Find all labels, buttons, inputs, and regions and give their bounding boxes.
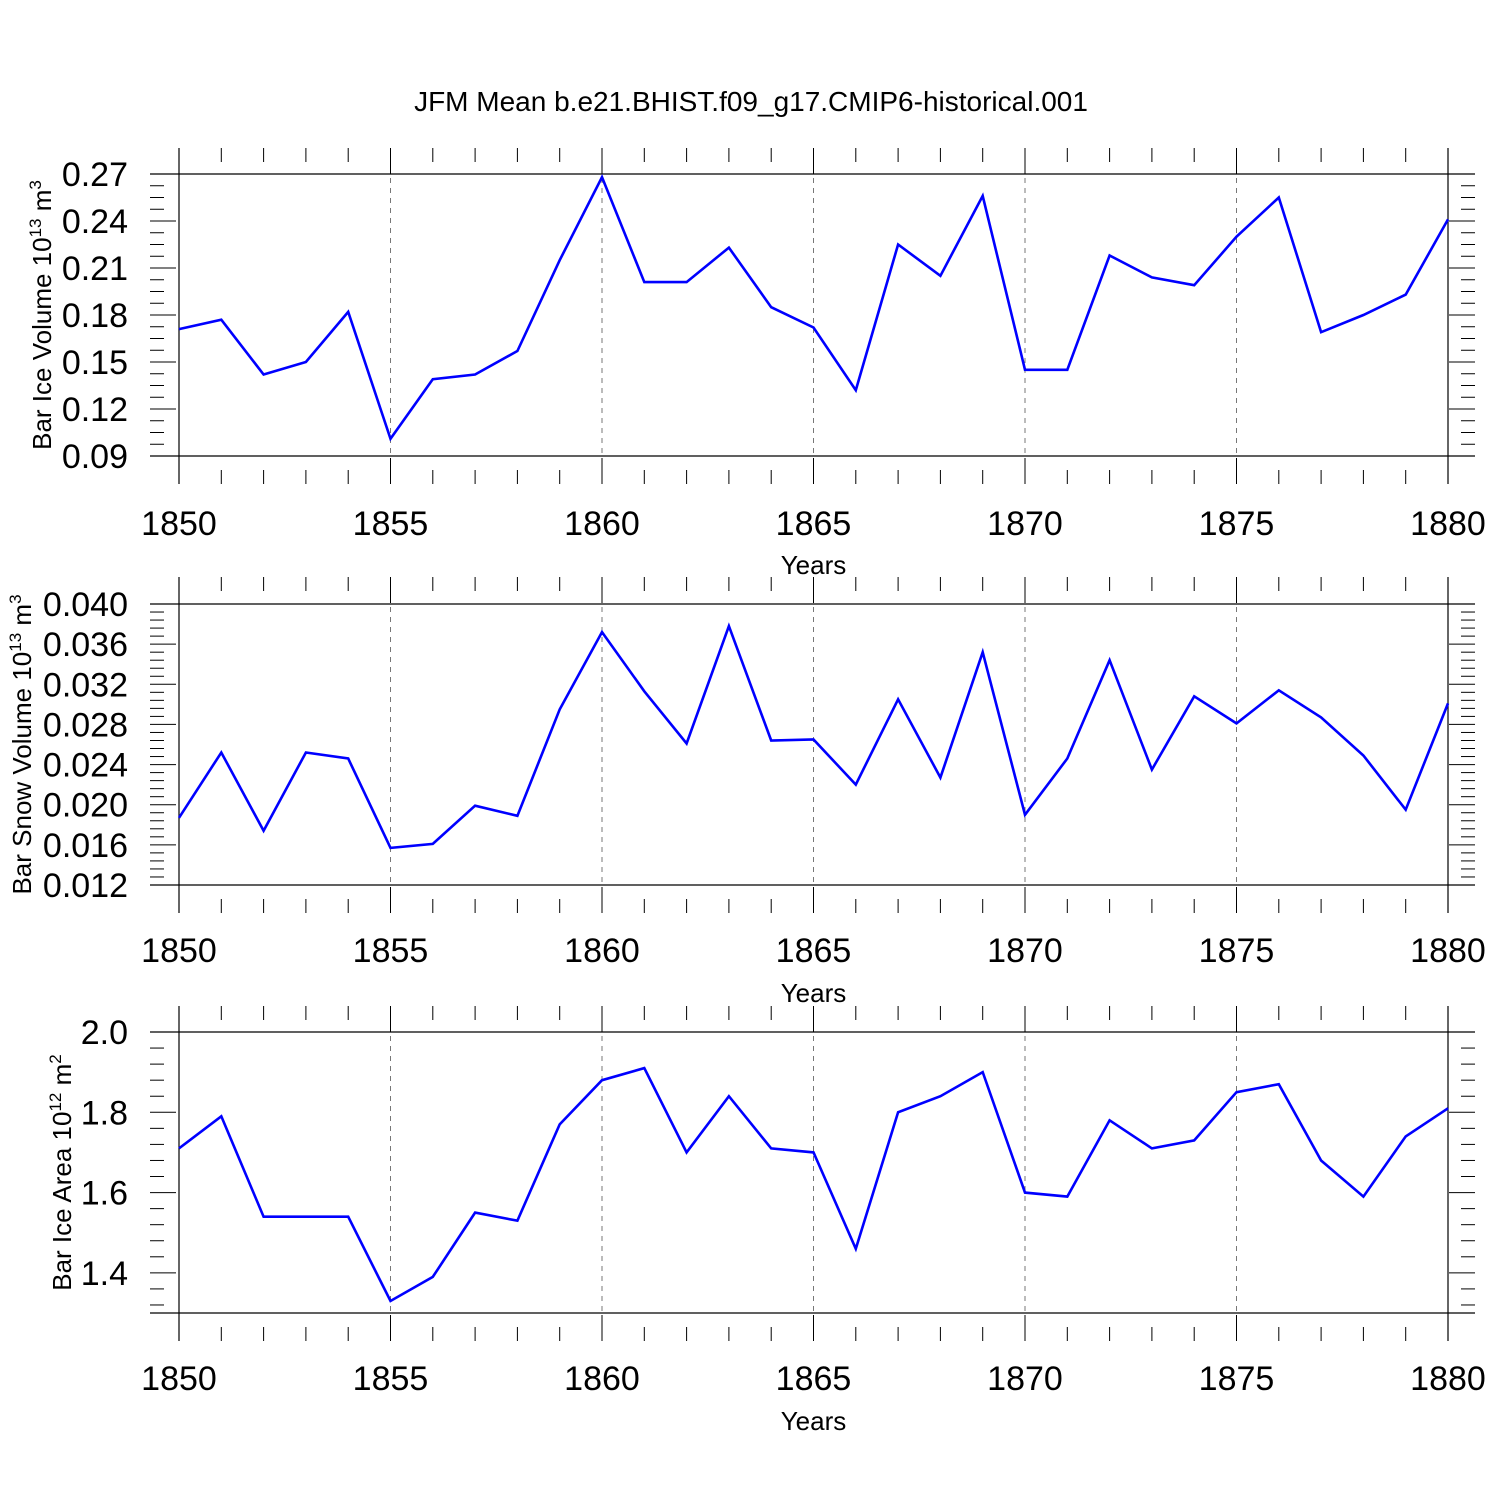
x-tick-label: 1860 — [564, 505, 640, 543]
y-tick-label: 0.24 — [62, 203, 128, 241]
x-tick-label: 1855 — [353, 505, 429, 543]
x-tick-label: 1875 — [1199, 1360, 1275, 1398]
x-tick-label: 1865 — [776, 505, 852, 543]
panel-1: 0.09 0.12 0.15 0.18 0.21 0.24 0.27 1850 1855 1860… — [26, 148, 1486, 580]
y-tick-label: 0.09 — [62, 438, 128, 476]
x-tick-label: 1860 — [564, 932, 640, 970]
x-tick-label: 1860 — [564, 1360, 640, 1398]
x-tick-label: 1870 — [987, 932, 1063, 970]
x-axis-title: Years — [781, 550, 847, 580]
y-tick-label: 0.024 — [43, 747, 128, 785]
y-tick-label: 0.21 — [62, 250, 128, 288]
x-tick-label: 1865 — [776, 932, 852, 970]
y-tick-label: 0.27 — [62, 156, 128, 194]
y-tick-label: 0.032 — [43, 666, 128, 704]
y-tick-label: 0.028 — [43, 706, 128, 744]
y-axis-title: Bar Snow Volume 1013 m3 — [6, 594, 37, 894]
y-tick-label: 2.0 — [81, 1014, 128, 1052]
x-tick-label: 1850 — [141, 505, 217, 543]
x-tick-label: 1875 — [1199, 932, 1275, 970]
series-line — [178, 1066, 1449, 1303]
y-tick-label: 0.016 — [43, 827, 128, 865]
x-tick-label: 1850 — [141, 932, 217, 970]
x-tick-label: 1875 — [1199, 505, 1275, 543]
x-tick-label: 1870 — [987, 505, 1063, 543]
x-tick-label: 1855 — [353, 932, 429, 970]
x-tick-label: 1865 — [776, 1360, 852, 1398]
x-tick-label: 1850 — [141, 1360, 217, 1398]
y-tick-label: 1.4 — [81, 1255, 128, 1293]
x-tick-label: 1870 — [987, 1360, 1063, 1398]
y-tick-label: 0.18 — [62, 297, 128, 335]
x-tick-label: 1880 — [1410, 1360, 1486, 1398]
series-line — [177, 622, 1450, 850]
x-tick-label: 1880 — [1410, 932, 1486, 970]
y-tick-label: 0.040 — [43, 586, 128, 624]
x-axis-title: Years — [781, 978, 847, 1008]
x-tick-label: 1880 — [1410, 505, 1486, 543]
y-tick-label: 0.020 — [43, 787, 128, 825]
y-tick-label: 0.12 — [62, 391, 128, 429]
panel-3: 1.4 1.6 1.8 2.0 1850 1855 1860 1865 1870 1875 1880… — [46, 1006, 1486, 1436]
y-tick-label: 1.6 — [81, 1175, 128, 1213]
panels: 0.09 0.12 0.15 0.18 0.21 0.24 0.27 1850 1855 1860… — [6, 148, 1486, 1436]
series-line — [178, 173, 1450, 442]
y-tick-label: 1.8 — [81, 1094, 128, 1132]
y-axis-title: Bar Ice Volume 1013 m3 — [26, 180, 57, 450]
y-tick-label: 0.012 — [43, 867, 128, 905]
x-axis-title: Years — [781, 1406, 847, 1436]
y-axis-title: Bar Ice Area 1012 m2 — [46, 1054, 77, 1291]
y-tick-label: 0.15 — [62, 344, 128, 382]
y-tick-label: 0.036 — [43, 626, 128, 664]
x-tick-label: 1855 — [353, 1360, 429, 1398]
panel-2: 0.0120.0160.0200.0240.0280.0320.0360.040… — [6, 577, 1486, 1008]
figure-title: JFM Mean b.e21.BHIST.f09_g17.CMIP6-histo… — [414, 86, 1088, 117]
